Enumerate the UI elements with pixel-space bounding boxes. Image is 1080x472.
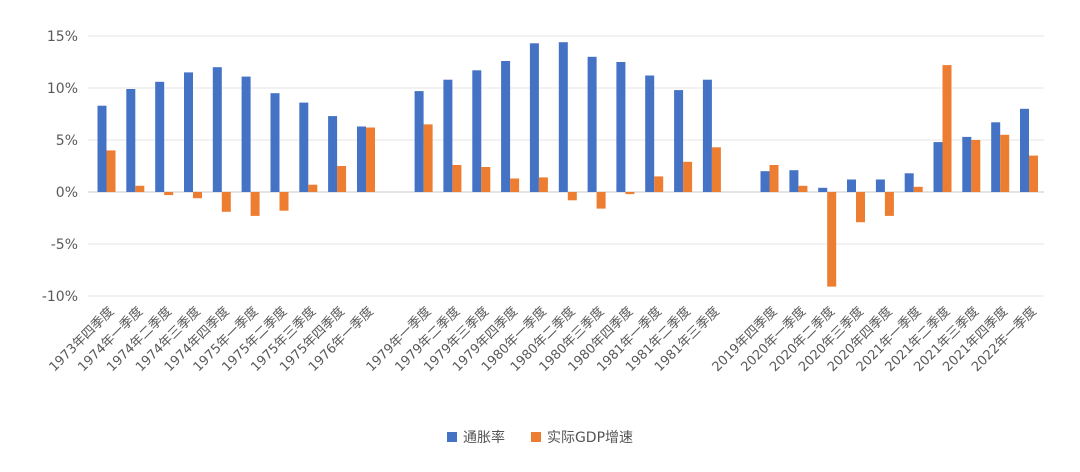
bar-inflation xyxy=(587,56,597,192)
bar-gdp xyxy=(135,185,145,192)
bar-gdp xyxy=(884,192,894,216)
bar-gdp xyxy=(913,186,923,192)
bar-gdp xyxy=(711,147,721,192)
bar-gdp xyxy=(481,167,491,192)
y-tick-label: 5% xyxy=(56,133,78,149)
bar-gdp xyxy=(106,150,116,192)
bar-inflation xyxy=(991,122,1001,192)
legend: 通胀率 实际GDP增速 xyxy=(0,427,1080,447)
bar-inflation xyxy=(357,126,366,192)
bar-inflation xyxy=(212,67,222,192)
bar-gdp xyxy=(366,127,375,192)
bar-gdp xyxy=(164,192,174,196)
bar-gdp xyxy=(279,192,289,211)
bar-inflation xyxy=(702,79,712,192)
bar-gdp xyxy=(769,165,779,192)
bar-gdp xyxy=(221,192,231,212)
bar-inflation xyxy=(529,43,539,192)
bar-inflation xyxy=(97,105,107,192)
bar-inflation xyxy=(443,79,453,192)
y-axis: 15% 10% 5% 0% -5% -10% xyxy=(42,29,78,305)
bar-inflation xyxy=(184,72,193,192)
bar-inflation xyxy=(962,136,972,192)
bar-inflation xyxy=(126,89,136,192)
bar-gdp xyxy=(193,192,202,199)
bar-inflation xyxy=(847,179,856,192)
bar-inflation xyxy=(155,81,165,192)
x-axis: 1973年四季度1974年一季度1974年二季度1974年三季度1974年四季度… xyxy=(46,304,1040,375)
bar-gdp xyxy=(510,178,520,192)
bar-gdp xyxy=(1000,134,1010,192)
y-tick-label: 10% xyxy=(47,81,78,97)
bar-inflation xyxy=(299,102,309,192)
bar-gdp xyxy=(423,124,433,192)
bar-inflation xyxy=(414,91,424,192)
bar-inflation xyxy=(501,61,511,192)
legend-swatch-inflation xyxy=(446,432,457,442)
y-tick-label: -10% xyxy=(42,289,78,305)
legend-item-inflation: 通胀率 xyxy=(446,427,505,447)
bar-gdp xyxy=(856,192,865,223)
bar-inflation xyxy=(789,170,799,192)
bar-gdp xyxy=(567,192,577,201)
bar-inflation xyxy=(328,116,338,192)
bar-inflation xyxy=(904,173,914,192)
bar-inflation xyxy=(760,171,770,192)
bar-gdp xyxy=(798,185,808,192)
bar-inflation xyxy=(933,142,943,192)
bar-inflation xyxy=(674,90,684,192)
bar-gdp xyxy=(683,161,693,192)
legend-label-inflation: 通胀率 xyxy=(462,430,505,446)
y-tick-label: -5% xyxy=(51,237,78,253)
bar-inflation xyxy=(1020,108,1029,192)
legend-swatch-gdp xyxy=(530,432,541,442)
bar-inflation xyxy=(558,42,568,193)
legend-item-gdp: 实际GDP增速 xyxy=(530,427,634,447)
bar-gdp xyxy=(337,166,347,192)
bar-inflation xyxy=(472,70,482,192)
bar-gdp xyxy=(596,192,606,209)
y-tick-label: 0% xyxy=(56,185,78,201)
bar-gdp xyxy=(452,165,462,192)
bar-gdp xyxy=(625,192,635,195)
bar-gdp xyxy=(308,184,318,192)
bar-gdp xyxy=(538,177,548,192)
bar-gdp xyxy=(654,176,664,192)
bar-gdp xyxy=(827,192,837,287)
bar-inflation xyxy=(645,75,655,192)
bar-gdp xyxy=(250,192,260,216)
bars xyxy=(97,42,1038,287)
y-tick-label: 15% xyxy=(47,29,78,45)
bar-inflation xyxy=(818,187,828,192)
bar-gdp xyxy=(942,65,952,192)
bar-inflation xyxy=(875,179,885,192)
bar-gdp xyxy=(971,140,981,192)
bar-inflation xyxy=(270,93,280,192)
bar-gdp xyxy=(1029,155,1038,192)
legend-label-gdp: 实际GDP增速 xyxy=(546,430,634,446)
bar-inflation xyxy=(616,62,626,192)
bar-inflation xyxy=(241,76,251,192)
